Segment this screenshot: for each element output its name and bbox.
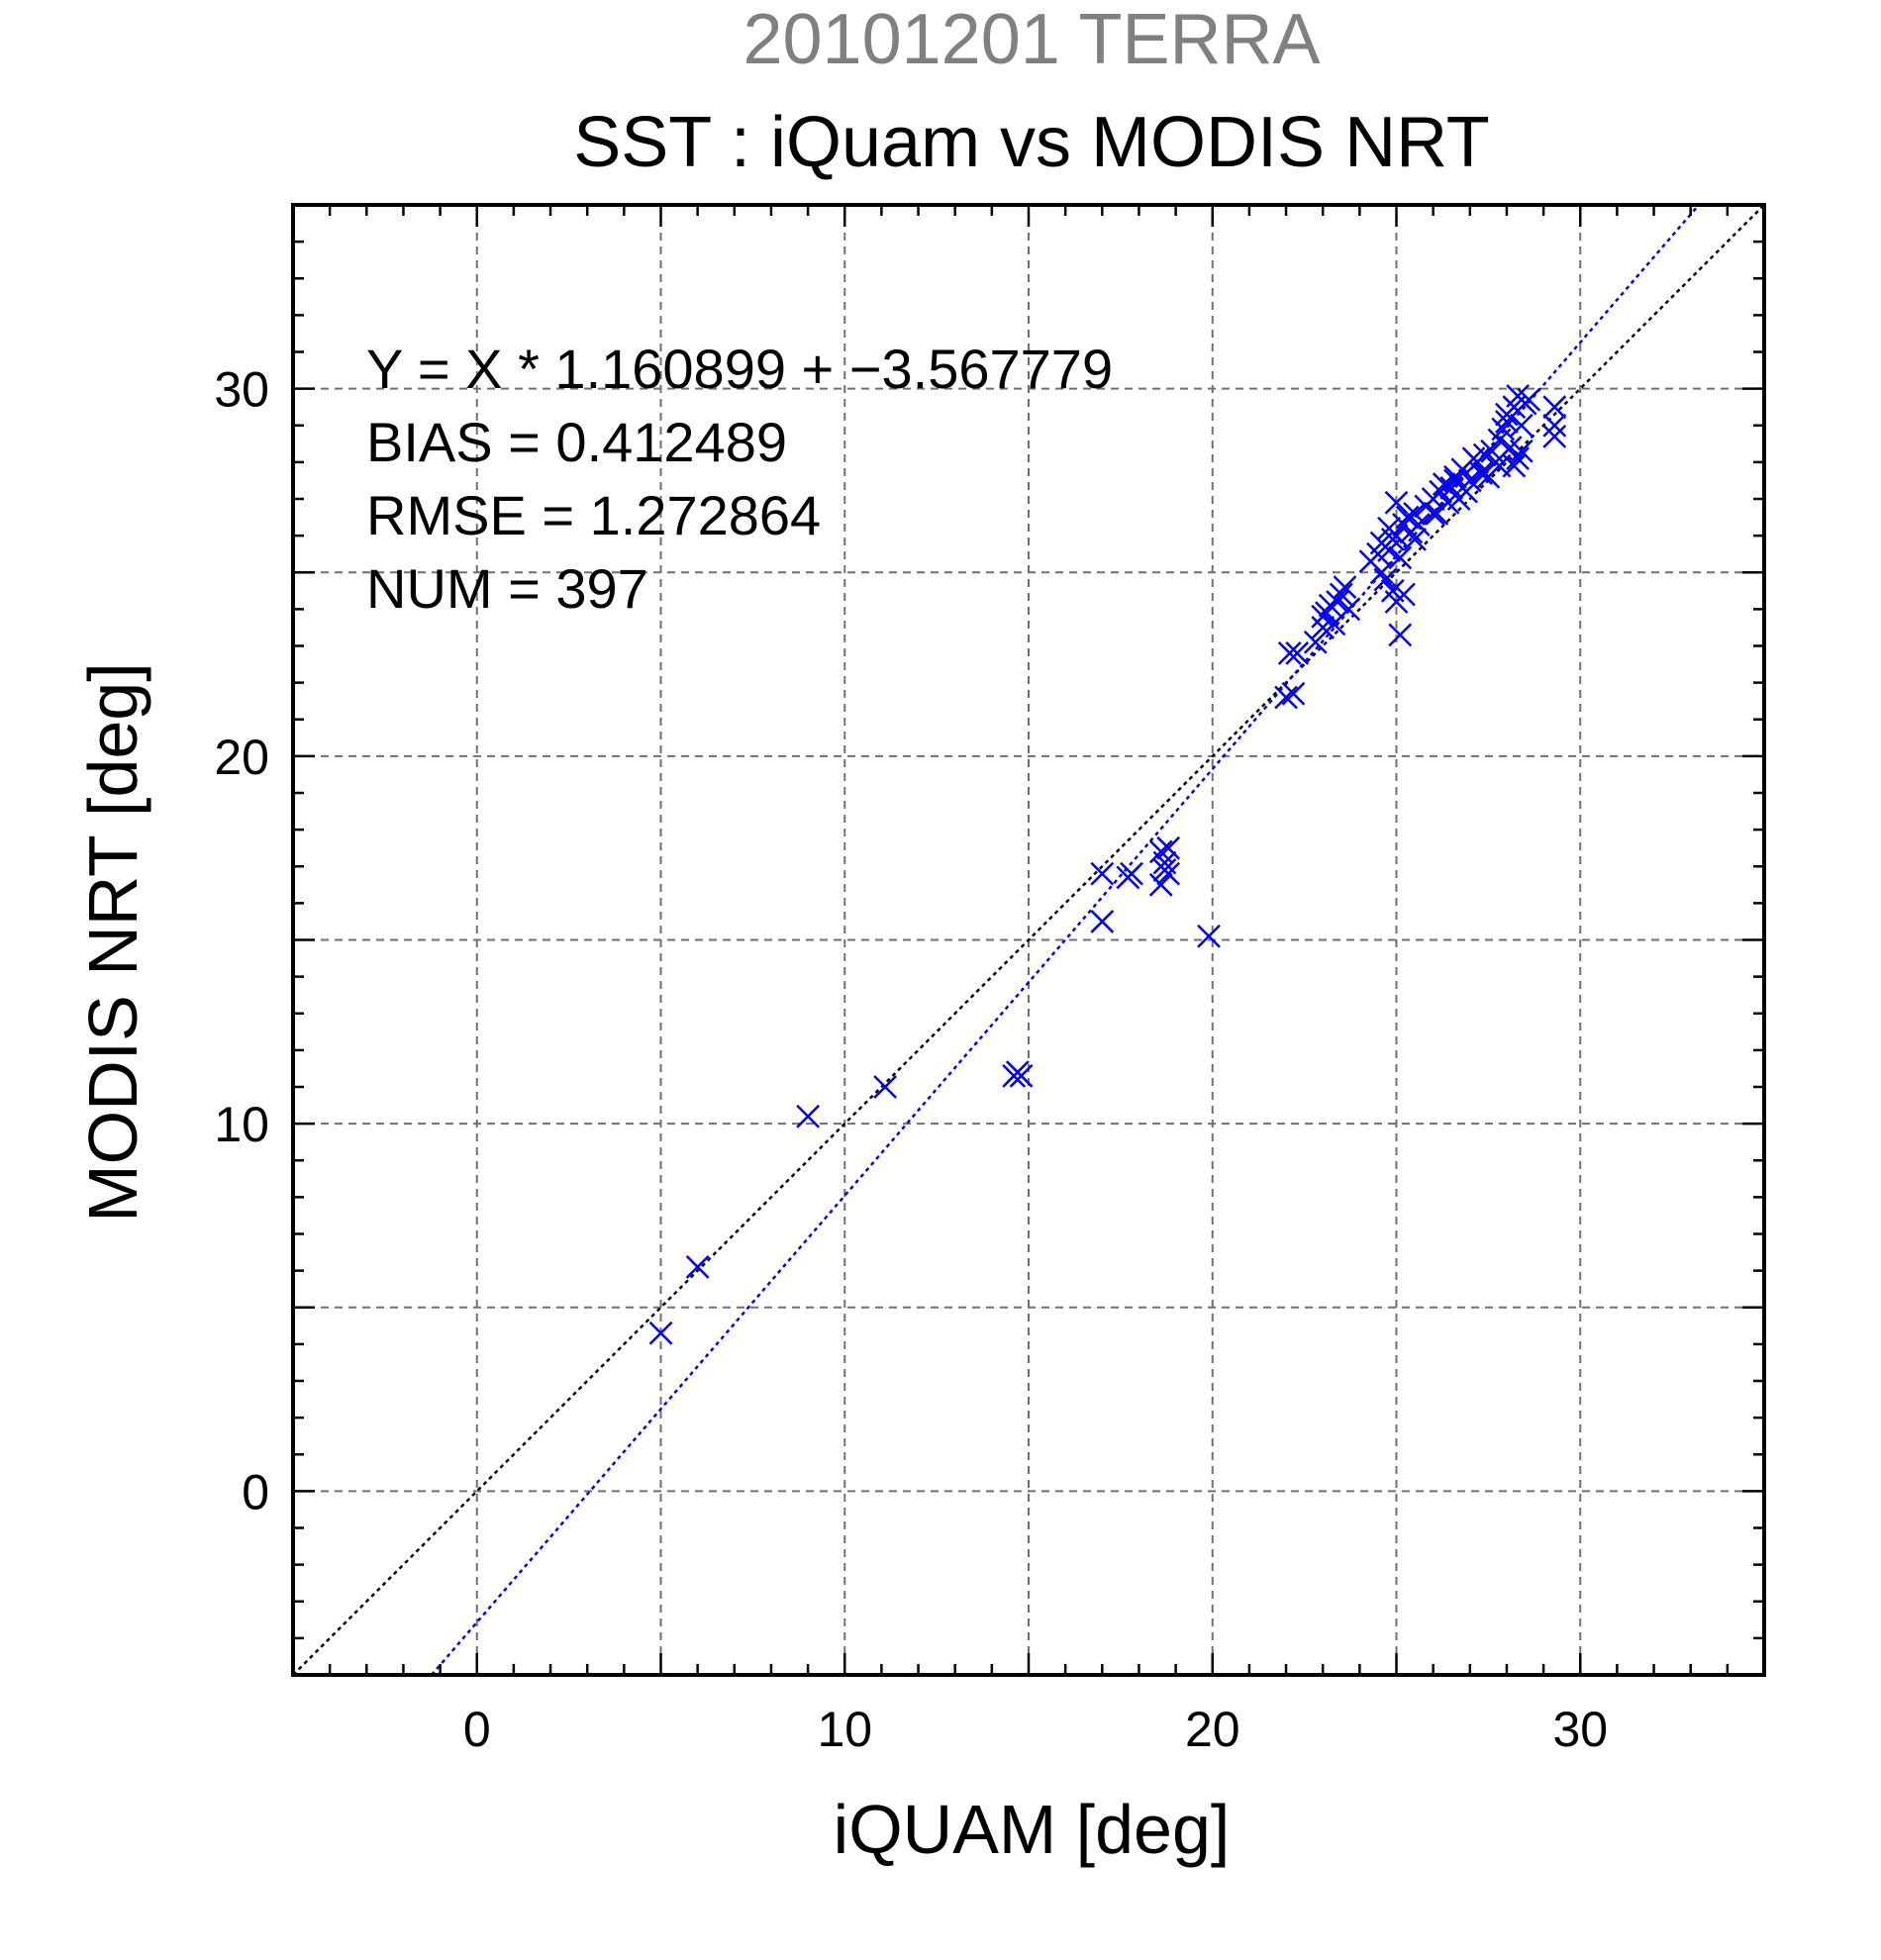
chart-suptitle: 20101201 TERRA [742, 0, 1320, 79]
data-point [1333, 575, 1357, 599]
y-tick-label: 20 [214, 730, 269, 785]
data-point [648, 1321, 673, 1345]
data-point [1465, 449, 1490, 474]
data-point [1120, 861, 1143, 886]
data-point [1090, 910, 1115, 933]
data-point [1326, 590, 1349, 614]
annotation-line: Y = X * 1.160899 + −3.567779 [366, 338, 1113, 400]
data-point [685, 1255, 710, 1279]
data-point [1388, 623, 1413, 647]
data-point [1148, 872, 1173, 897]
y-axis-label: MODIS NRT [deg] [74, 662, 151, 1222]
data-point [1421, 501, 1445, 526]
data-point [1369, 560, 1394, 585]
data-point [1495, 410, 1519, 434]
annotation-line: BIAS = 0.412489 [366, 411, 787, 473]
y-tick-label: 30 [214, 362, 269, 418]
data-points [648, 384, 1567, 1345]
data-point [1156, 835, 1181, 860]
data-point [1303, 630, 1328, 654]
data-point [1281, 681, 1306, 706]
data-point [1395, 505, 1420, 530]
annotation-line: RMSE = 1.272864 [366, 484, 821, 546]
data-point [1384, 490, 1409, 515]
data-point [1491, 417, 1516, 441]
data-point [1509, 439, 1534, 463]
x-tick-label: 10 [817, 1702, 872, 1757]
data-point [1443, 468, 1467, 493]
data-point [1277, 641, 1302, 665]
x-tick-label: 20 [1185, 1702, 1240, 1757]
regression-line [430, 204, 1700, 1676]
one-to-one-line [292, 204, 1765, 1676]
plot-area-frame [291, 203, 1766, 1677]
data-point [1329, 582, 1353, 607]
chart-title: SST : iQuam vs MODIS NRT [573, 103, 1490, 182]
data-point [1090, 861, 1115, 886]
reference-lines [292, 204, 1765, 1676]
data-point [1152, 858, 1177, 882]
data-point [1274, 685, 1298, 710]
x-tick-label: 0 [463, 1702, 491, 1757]
data-point [1388, 545, 1413, 570]
y-tick-label: 0 [242, 1464, 269, 1519]
data-point [1542, 413, 1567, 438]
x-tick-label: 30 [1552, 1702, 1608, 1757]
data-point [1542, 425, 1567, 448]
data-point [1005, 1060, 1030, 1085]
data-point [796, 1104, 820, 1128]
data-point [1509, 413, 1534, 438]
y-tick-label: 10 [214, 1097, 269, 1152]
x-axis-label: iQUAM [deg] [834, 1791, 1231, 1868]
data-point [1472, 461, 1497, 485]
data-point [1506, 384, 1530, 408]
data-point [1285, 641, 1310, 665]
data-point [1377, 516, 1401, 540]
data-point [1403, 527, 1427, 551]
annotation-line: NUM = 397 [366, 557, 648, 620]
data-point [1197, 924, 1221, 948]
data-point [1406, 513, 1431, 537]
data-point [1506, 446, 1530, 471]
data-point [1487, 453, 1512, 478]
tick-labels: 0 10 20 30 0 10 20 30 [214, 362, 1608, 1757]
data-point [1392, 582, 1416, 607]
data-point [1542, 395, 1567, 420]
data-point [1373, 567, 1398, 592]
data-point [1336, 597, 1361, 622]
fit-statistics: Y = X * 1.160899 + −3.567779 BIAS = 0.412… [366, 338, 1113, 620]
data-point [873, 1075, 897, 1099]
